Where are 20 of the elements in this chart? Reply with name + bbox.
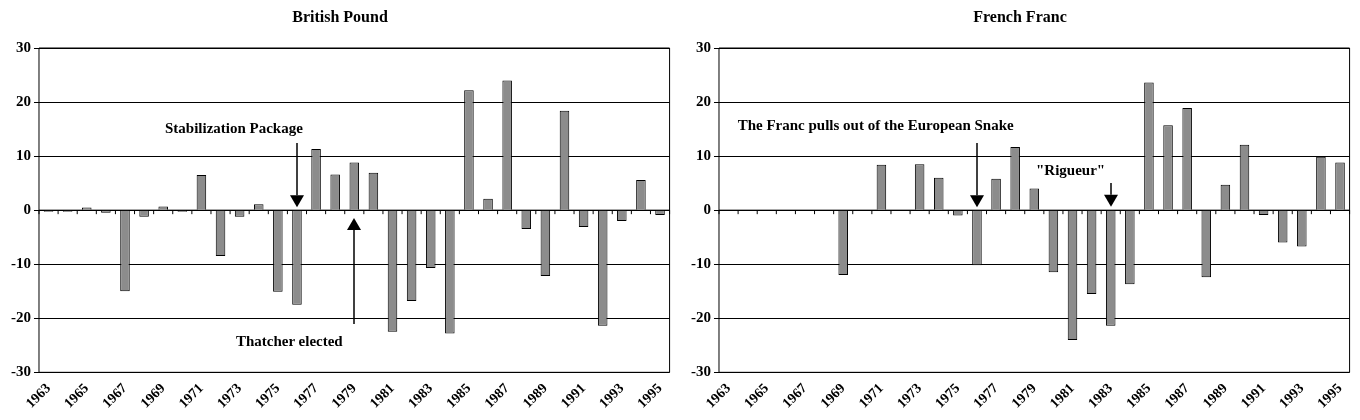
y-tick-label: 0 [703, 201, 711, 218]
y-tick-label: -10 [11, 255, 31, 272]
y-tick-label: -20 [11, 309, 31, 326]
annotation: Thatcher elected [235, 333, 344, 350]
y-tick-label: -30 [691, 363, 711, 380]
annotation: The Franc pulls out of the European Snake [737, 117, 1015, 134]
y-tick-label: 0 [23, 201, 31, 218]
y-tick-label: 20 [696, 92, 711, 109]
annotation: "Rigueur" [1036, 162, 1106, 179]
y-tick-label: -30 [11, 363, 31, 380]
chart-title: British Pound [291, 8, 389, 26]
annotation: Stabilization Package [164, 119, 304, 136]
y-tick-label: 30 [696, 38, 711, 55]
y-tick-label: -20 [691, 309, 711, 326]
y-tick-label: 20 [16, 92, 31, 109]
y-tick-label: 10 [696, 146, 711, 163]
chart-title: French Franc [972, 8, 1068, 26]
y-tick-label: 10 [16, 146, 31, 163]
y-tick-label: 30 [16, 38, 31, 55]
y-tick-label: -10 [691, 255, 711, 272]
